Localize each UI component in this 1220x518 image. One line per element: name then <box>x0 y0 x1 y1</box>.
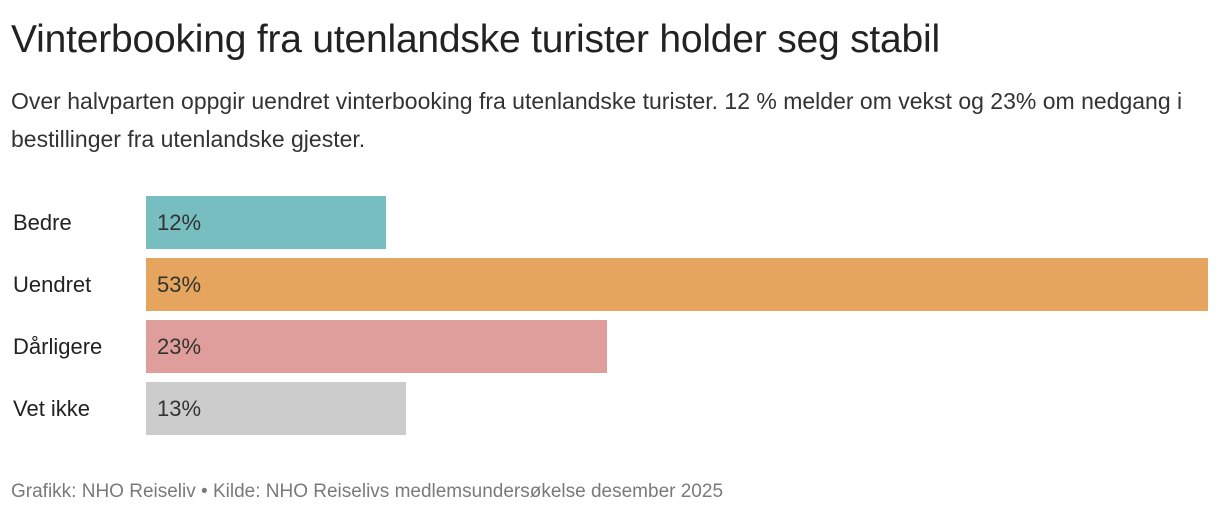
value-label: 23% <box>157 334 202 359</box>
category-label: Uendret <box>13 272 92 297</box>
bar-row-uendret: Uendret 53% <box>0 258 1220 311</box>
bar: 53% <box>146 258 1208 311</box>
bar: 13% <box>146 382 406 435</box>
value-label: 53% <box>157 272 202 297</box>
bar: 12% <box>146 196 386 249</box>
category-label: Dårligere <box>13 334 103 359</box>
bar-row-darligere: Dårligere 23% <box>0 320 1220 373</box>
bar-row-bedre: Bedre 12% <box>0 196 1220 249</box>
value-label: 13% <box>157 396 202 421</box>
chart-title: Vinterbooking fra utenlandske turister h… <box>11 18 940 61</box>
category-label: Vet ikke <box>13 396 91 421</box>
value-label: 12% <box>157 210 202 235</box>
category-label: Bedre <box>13 210 72 235</box>
chart-subtitle: Over halvparten oppgir uendret vinterboo… <box>11 88 1183 152</box>
bar-row-vet-ikke: Vet ikke 13% <box>0 382 1220 435</box>
bar: 23% <box>146 320 607 373</box>
source-footer: Grafikk: NHO Reiseliv • Kilde: NHO Reise… <box>11 481 724 502</box>
bar-chart: Bedre 12% Uendret 53% Dårligere 23% Vet … <box>0 196 1220 444</box>
